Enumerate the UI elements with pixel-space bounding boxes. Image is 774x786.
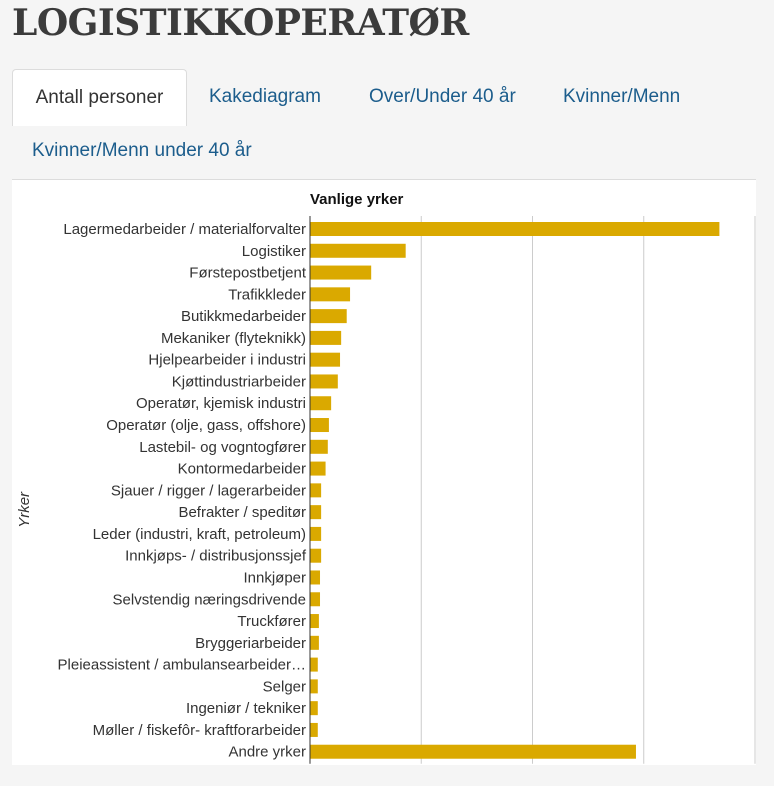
bar[interactable] <box>310 287 351 302</box>
category-label: Operatør, kjemisk industri <box>136 395 306 412</box>
tab-kvinner-menn-under-40[interactable]: Kvinner/Menn under 40 år <box>32 140 252 161</box>
tab-over-under-40[interactable]: Over/Under 40 år <box>369 86 516 107</box>
bar[interactable] <box>310 309 347 324</box>
category-label: Ingeniør / tekniker <box>186 700 306 717</box>
category-label: Innkjøper <box>243 569 306 586</box>
category-label: Mekaniker (flyteknikk) <box>161 330 306 347</box>
tab-bar: Antall personer Kakediagram Over/Under 4… <box>12 69 756 179</box>
bar[interactable] <box>310 679 318 694</box>
bar[interactable] <box>310 461 326 476</box>
bar[interactable] <box>310 374 338 389</box>
category-label: Kjøttindustriarbeider <box>172 373 306 390</box>
bar[interactable] <box>310 243 406 258</box>
category-label: Pleieassistent / ambulansearbeider… <box>58 657 306 674</box>
y-axis-title: Yrker <box>16 491 33 528</box>
category-label: Førstepostbetjent <box>189 265 307 282</box>
category-label: Lastebil- og vogntogfører <box>139 439 306 456</box>
category-label: Operatør (olje, gass, offshore) <box>106 417 306 434</box>
bar[interactable] <box>310 352 341 367</box>
bar[interactable] <box>310 505 322 520</box>
bar[interactable] <box>310 265 372 280</box>
bar[interactable] <box>310 570 321 585</box>
category-label: Leder (industri, kraft, petroleum) <box>93 526 306 543</box>
tab-kakediagram[interactable]: Kakediagram <box>209 86 321 107</box>
category-label: Lagermedarbeider / materialforvalter <box>63 221 306 238</box>
bar[interactable] <box>310 722 318 737</box>
category-label: Innkjøps- / distribusjonssjef <box>125 548 307 565</box>
bar-chart: Lagermedarbeider / materialforvalter Logi… <box>16 191 756 764</box>
bar[interactable] <box>310 744 636 759</box>
bar[interactable] <box>310 439 328 454</box>
category-label: Trafikkleder <box>228 286 306 303</box>
bar[interactable] <box>310 701 318 716</box>
bar[interactable] <box>310 526 322 541</box>
category-label: Møller / fiskefôr- kraftforarbeider <box>93 722 306 739</box>
category-label: Befrakter / speditør <box>178 504 306 521</box>
category-label: Kontormedarbeider <box>178 461 306 478</box>
tab-antall-personer[interactable]: Antall personer <box>12 69 187 126</box>
bar[interactable] <box>310 418 329 433</box>
bars <box>310 222 720 759</box>
category-label: Selger <box>263 678 306 695</box>
category-labels: Lagermedarbeider / materialforvalter Logi… <box>58 221 307 761</box>
bar[interactable] <box>310 548 322 563</box>
bar[interactable] <box>310 635 319 650</box>
category-label: Hjelpearbeider i industri <box>148 352 306 369</box>
bar[interactable] <box>310 592 321 607</box>
category-label: Butikkmedarbeider <box>181 308 306 325</box>
grid-lines <box>420 216 756 764</box>
bar[interactable] <box>310 483 322 498</box>
tab-kvinner-menn[interactable]: Kvinner/Menn <box>563 86 681 107</box>
chart-title: Vanlige yrker <box>310 191 404 208</box>
category-label: Sjauer / rigger / lagerarbeider <box>111 482 306 499</box>
category-label: Logistiker <box>242 243 306 260</box>
bar[interactable] <box>310 657 318 672</box>
category-label: Andre yrker <box>228 744 306 761</box>
category-label: Selvstendig næringsdrivende <box>113 591 306 608</box>
bar[interactable] <box>310 396 332 411</box>
category-label: Truckfører <box>237 613 306 630</box>
bar[interactable] <box>310 222 720 236</box>
category-label: Bryggeriarbeider <box>195 635 306 652</box>
bar[interactable] <box>310 330 342 345</box>
page-title: LOGISTIKKOPERATØR <box>12 2 469 44</box>
bar[interactable] <box>310 614 319 629</box>
chart-panel: Lagermedarbeider / materialforvalter Logi… <box>12 179 756 765</box>
